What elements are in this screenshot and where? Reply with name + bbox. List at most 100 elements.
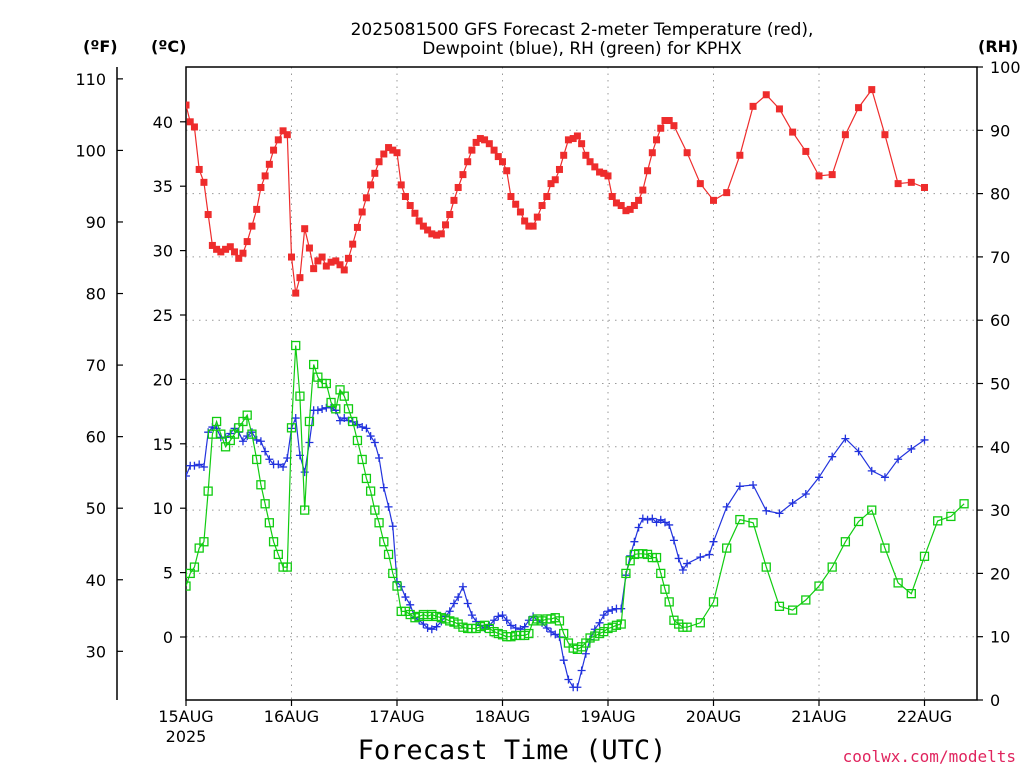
temperature-point: [525, 222, 533, 230]
f-tick-label: 90: [86, 213, 106, 232]
rh-tick-label: 40: [990, 438, 1010, 457]
dewpoint-point: [709, 537, 718, 546]
rh-point: [392, 581, 402, 591]
rh-point: [748, 518, 758, 528]
rh-point: [291, 340, 301, 351]
rh-point: [479, 620, 490, 630]
dewpoint-point: [841, 434, 850, 443]
temperature-point: [322, 262, 330, 270]
temperature-point: [653, 136, 661, 144]
x-tick-label: 15AUG: [158, 707, 213, 726]
dewpoint-point: [867, 466, 876, 475]
f-tick-label: 50: [86, 499, 106, 518]
dewpoint-point: [279, 462, 288, 471]
rh-point: [186, 581, 191, 591]
rh-point: [321, 378, 331, 389]
rh-point: [304, 416, 315, 427]
temperature-point: [362, 194, 370, 202]
temperature-point: [279, 127, 287, 135]
temperature-point: [591, 163, 599, 171]
temperature-point: [657, 124, 665, 132]
temperature-point: [314, 257, 322, 265]
temperature-point: [596, 168, 604, 176]
dewpoint-point: [630, 537, 639, 546]
x-tick-label: 19AUG: [580, 707, 635, 726]
chart-title-line1: 2025081500 GFS Forecast 2-meter Temperat…: [351, 20, 814, 40]
temperature-point: [503, 167, 511, 175]
temperature-point: [507, 193, 515, 201]
rh-point: [211, 416, 222, 427]
dewpoint-point: [494, 612, 503, 621]
temperature-point: [564, 136, 572, 144]
temperature-point: [257, 183, 265, 191]
rh-line: [186, 345, 965, 651]
dewpoint-point: [274, 460, 283, 469]
rh-tick-label: 80: [990, 185, 1010, 204]
rh-point: [309, 359, 319, 370]
rh-point: [216, 429, 226, 439]
dewpoint-point: [880, 473, 889, 482]
dewpoint-point: [238, 437, 247, 446]
temperature-point: [248, 222, 256, 230]
rh-point: [427, 609, 437, 620]
rh-point: [365, 486, 376, 496]
chart-title-line2: Dewpoint (blue), RH (green) for KPHX: [422, 39, 742, 59]
dewpoint-point: [665, 520, 674, 529]
dewpoint-point: [498, 611, 507, 620]
temperature-point: [358, 208, 366, 216]
temperature-point: [292, 289, 300, 297]
rh-point: [664, 597, 674, 607]
dewpoint-point: [458, 582, 467, 591]
dewpoint-point: [801, 490, 810, 499]
temperature-point: [213, 245, 221, 253]
rh-point: [357, 454, 367, 465]
temperature-point: [762, 91, 770, 99]
c-tick-label: 15: [153, 435, 173, 454]
rh-point: [453, 619, 463, 629]
temperature-point: [288, 253, 295, 261]
dewpoint-point: [490, 616, 499, 625]
dewpoint-point: [506, 621, 515, 630]
rh-tick-label: 10: [990, 628, 1010, 647]
temperature-point: [389, 146, 397, 154]
dewpoint-point: [190, 461, 199, 470]
temperature-point: [442, 221, 450, 229]
dewpoint-point: [370, 438, 379, 447]
temperature-point: [310, 265, 318, 273]
temperature-point: [543, 193, 551, 201]
dewpoint-point: [696, 553, 705, 562]
temperature-point: [683, 149, 691, 157]
rh-point: [853, 516, 864, 527]
temperature-point: [555, 165, 563, 173]
dewpoint-point: [362, 424, 371, 433]
plot-frame: [185, 66, 978, 701]
rh-point: [563, 638, 574, 648]
celsius-unit-label: (ºC): [151, 37, 186, 56]
dewpoint-point: [195, 460, 204, 469]
c-tick-label: 0: [163, 628, 173, 647]
dewpoint-point: [573, 683, 582, 692]
x-tick-label: 18AUG: [475, 707, 530, 726]
c-tick-label: 20: [153, 370, 173, 389]
temperature-point: [494, 153, 502, 161]
dewpoint-point: [313, 406, 322, 415]
fahrenheit-unit-label: (ºF): [83, 37, 118, 56]
c-tick-label: 35: [153, 177, 173, 196]
x-tick-label: 16AUG: [264, 707, 319, 726]
temperature-point: [547, 180, 555, 188]
credit-link[interactable]: coolwx.com/modelts: [843, 747, 1016, 766]
temperature-point: [868, 86, 876, 94]
rh-point: [801, 595, 811, 605]
temperature-point: [630, 202, 638, 210]
temperature-point: [529, 222, 537, 230]
rh-point: [722, 543, 732, 553]
temperature-point: [841, 131, 849, 139]
rh-tick-label: 90: [990, 121, 1010, 140]
temperature-point: [401, 193, 409, 201]
rh-point: [388, 568, 398, 579]
temperature-point: [204, 211, 212, 219]
f-tick-label: 110: [75, 70, 106, 89]
rh-point: [532, 614, 542, 624]
c-tick-label: 40: [153, 113, 173, 132]
rh-point: [537, 616, 547, 626]
